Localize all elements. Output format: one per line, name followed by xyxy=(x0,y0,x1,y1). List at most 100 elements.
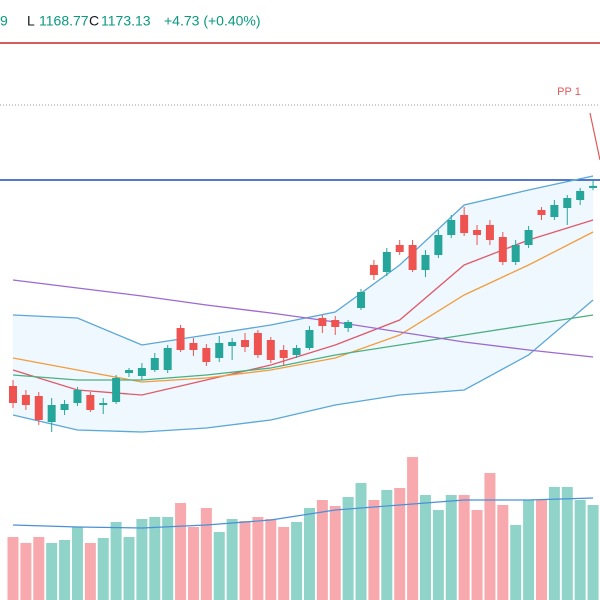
volume-bar xyxy=(46,543,58,600)
candle-body xyxy=(34,396,43,420)
candle-body xyxy=(176,328,185,350)
candle-body xyxy=(382,252,391,272)
indicator-line xyxy=(12,231,594,383)
volume-bar xyxy=(110,522,122,600)
low-label: L xyxy=(27,13,35,29)
volume-bar xyxy=(187,527,199,600)
volume-bar xyxy=(574,500,586,600)
indicator-line xyxy=(12,175,594,346)
indicator-line xyxy=(12,314,594,381)
candle-body xyxy=(550,205,559,217)
volume-bar xyxy=(226,519,238,600)
candle-body xyxy=(395,245,404,252)
low-value: 1168.77 xyxy=(39,13,89,29)
candle-body xyxy=(421,255,430,270)
volume-bar xyxy=(136,519,148,600)
candle-body xyxy=(331,320,340,327)
volume-bar xyxy=(84,543,96,600)
volume-bar xyxy=(213,532,225,600)
volume-bar xyxy=(278,527,290,600)
volume-bar xyxy=(7,537,19,600)
candle-body xyxy=(99,403,108,405)
volume-bar xyxy=(432,510,444,600)
volume-bar xyxy=(510,525,522,600)
band-fill xyxy=(13,176,594,432)
candle-body xyxy=(408,245,417,270)
candle-body xyxy=(60,404,69,410)
candle-body xyxy=(266,340,275,360)
candle-body xyxy=(189,343,198,350)
volume-bar xyxy=(265,519,277,600)
candle-body xyxy=(150,358,159,370)
volume-bar xyxy=(458,495,470,600)
volume-bar xyxy=(149,517,161,600)
candle-body xyxy=(344,322,353,328)
candle-body xyxy=(460,215,469,233)
candle-body xyxy=(537,210,546,215)
candle-body xyxy=(318,318,327,326)
level-label: PP 1 xyxy=(557,86,581,98)
volume-ma-line xyxy=(12,497,594,529)
candle-body xyxy=(589,185,598,188)
candle-body xyxy=(202,348,211,362)
volume-bar xyxy=(484,473,496,600)
plot-area: PP 1 xyxy=(0,42,600,600)
candle-body xyxy=(228,342,237,346)
volume-bar xyxy=(368,500,380,600)
volume-bar xyxy=(561,487,573,600)
volume-bar xyxy=(316,500,328,600)
candle-body xyxy=(511,245,520,262)
indicator-line xyxy=(12,279,594,358)
candle-body xyxy=(305,330,314,348)
candle-body xyxy=(125,370,134,373)
candle-body xyxy=(241,340,250,347)
volume-bar xyxy=(407,457,419,600)
volume-bar xyxy=(59,540,71,600)
header-bg xyxy=(0,0,600,40)
volume-bar xyxy=(252,517,264,600)
change: +4.73 (+0.40%) xyxy=(164,13,261,29)
volume-bar xyxy=(20,543,32,600)
volume-bar xyxy=(162,517,174,600)
candle-body xyxy=(47,405,56,422)
candle-body xyxy=(21,395,30,405)
volume-bar xyxy=(535,500,547,600)
candle-body xyxy=(215,343,224,358)
volume-bar xyxy=(342,497,354,600)
candle-body xyxy=(473,230,482,235)
high-fragment: 9 xyxy=(0,13,8,29)
volume-bar xyxy=(291,522,303,600)
candle-body xyxy=(498,237,507,262)
volume-bar xyxy=(200,508,212,600)
volume-bar xyxy=(497,505,509,600)
indicator-line xyxy=(12,219,594,396)
volume-bar xyxy=(381,490,393,600)
volume-bar xyxy=(123,537,135,600)
candle-body xyxy=(357,292,366,308)
candle-body xyxy=(524,230,533,245)
candle-body xyxy=(434,235,443,255)
candle-body xyxy=(9,386,17,403)
volume-bar xyxy=(71,527,83,600)
candle-body xyxy=(563,198,572,208)
volume-bar xyxy=(394,488,406,600)
close-label: C xyxy=(89,13,99,29)
volume-bar xyxy=(355,483,367,600)
volume-bar xyxy=(587,505,599,600)
volume-bar xyxy=(471,510,483,600)
arrow xyxy=(589,112,600,161)
candle-body xyxy=(279,350,288,358)
candle-body xyxy=(86,395,95,410)
candle-body xyxy=(292,348,301,355)
volume-bar xyxy=(548,487,560,600)
volume-bar xyxy=(329,506,341,600)
volume-bar xyxy=(175,503,187,600)
candle-body xyxy=(485,225,494,240)
volume-bar xyxy=(523,500,535,600)
close-value: 1173.13 xyxy=(101,13,151,29)
volume-bar xyxy=(97,538,109,600)
volume-bar xyxy=(33,537,45,600)
candle-body xyxy=(112,378,121,402)
